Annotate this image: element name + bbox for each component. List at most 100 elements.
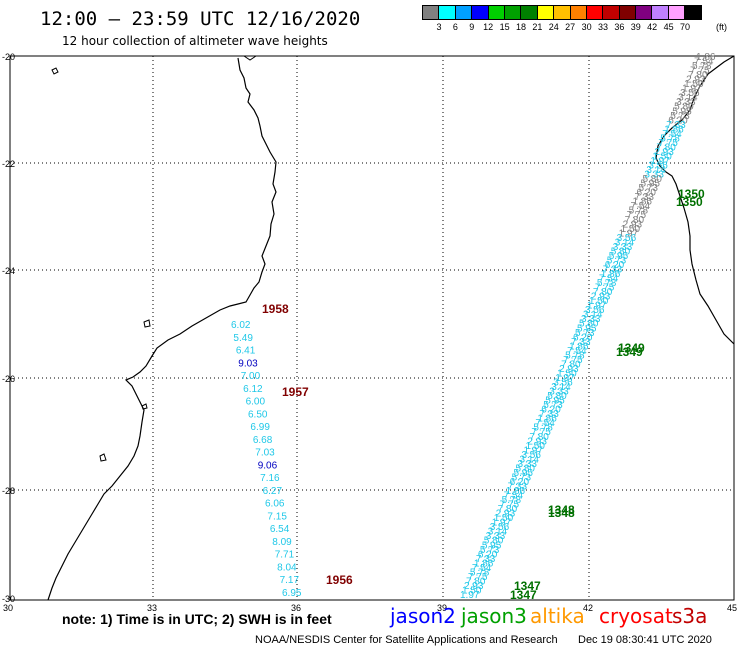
wave-height-label: 5.80 bbox=[516, 463, 536, 474]
lat-label: -20 bbox=[2, 52, 15, 62]
wave-height-label: 3.33 bbox=[676, 97, 696, 108]
wave-height-label: 1.97 bbox=[619, 228, 639, 239]
lake-outline bbox=[51, 67, 59, 75]
wave-height-label: 6.50 bbox=[248, 409, 268, 420]
wave-height-label: 7.54 bbox=[694, 57, 714, 68]
wave-height-label: 5.73 bbox=[575, 328, 595, 339]
legend-tick: 27 bbox=[565, 22, 576, 32]
wave-height-label: 3.14 bbox=[615, 237, 635, 248]
wave-height-label: 5.95 bbox=[482, 540, 502, 551]
wave-height-label: 1.50 bbox=[525, 441, 545, 452]
wave-height-label: 2.93 bbox=[591, 292, 611, 303]
wave-height-label: 6.02 bbox=[231, 320, 251, 331]
lon-label: 42 bbox=[583, 603, 593, 613]
wave-height-label: 7.80 bbox=[561, 359, 581, 370]
wave-height-label: 6.20 bbox=[637, 188, 657, 199]
wave-height-label: 3.56 bbox=[617, 233, 637, 244]
lon-label: 30 bbox=[3, 603, 13, 613]
track-time-label: 1348 bbox=[548, 503, 575, 517]
wave-height-label: 7.75 bbox=[468, 572, 488, 583]
track-time-label: 1957 bbox=[282, 385, 309, 399]
lon-label: 45 bbox=[727, 603, 737, 613]
legend-tick: 21 bbox=[532, 22, 543, 32]
wave-height-label: 3.14 bbox=[488, 527, 508, 538]
wave-height-label: 7.80 bbox=[656, 142, 676, 153]
wave-height-label: 1.97 bbox=[555, 373, 575, 384]
track-time-label: 1956 bbox=[326, 573, 353, 587]
wave-height-label: 5.95 bbox=[577, 323, 597, 334]
wave-height-label: 1.97 bbox=[650, 156, 670, 167]
wave-height-label: 7.80 bbox=[529, 432, 549, 443]
wave-height-label: 5.73 bbox=[512, 472, 532, 483]
wave-height-label: 5.73 bbox=[670, 111, 690, 122]
track-time-label: 1349 bbox=[616, 345, 643, 359]
wave-height-label: 5.73 bbox=[607, 255, 627, 266]
wave-height-label: 9.06 bbox=[258, 460, 278, 471]
legend-swatch bbox=[684, 5, 702, 20]
wave-height-label: 6.68 bbox=[253, 435, 273, 446]
legend-tick-labels: 3 6 9 12 15 18 21 24 27 30 33 36 39 42 45 70 bbox=[422, 22, 722, 36]
wave-height-label: 5.78 bbox=[470, 567, 490, 578]
wave-height-label: 1.86 bbox=[569, 341, 589, 352]
wave-height-label: 7.16 bbox=[260, 473, 280, 484]
wave-height-label: 7.54 bbox=[662, 129, 682, 140]
legend-cryosat: cryosat bbox=[599, 604, 673, 628]
wave-height-label: 5.95 bbox=[640, 179, 660, 190]
wave-height-label: 7.03 bbox=[255, 448, 275, 459]
legend-s3a: s3a bbox=[672, 604, 708, 628]
wave-height-label: 5.73 bbox=[480, 545, 500, 556]
wave-height-label: 3.14 bbox=[519, 454, 539, 465]
wave-height-label: 5.78 bbox=[533, 423, 553, 434]
track-time-label: 1350 bbox=[678, 187, 705, 201]
wave-height-label: 5.80 bbox=[642, 174, 662, 185]
lat-label: -28 bbox=[2, 486, 15, 496]
wave-height-label: 6.27 bbox=[263, 486, 283, 497]
wave-height-label: 1.50 bbox=[557, 368, 577, 379]
legend-tick: 70 bbox=[679, 22, 690, 32]
wave-height-label: 2.93 bbox=[496, 509, 516, 520]
wave-height-label: 3.14 bbox=[551, 382, 571, 393]
wave-height-label: 1.86 bbox=[633, 197, 653, 208]
wave-height-label: 6.20 bbox=[510, 477, 530, 488]
wave-height-label: 1.97 bbox=[523, 445, 543, 456]
wave-height-label: 5.80 bbox=[611, 246, 631, 257]
grid-lines bbox=[10, 56, 734, 600]
wave-height-label: 7.75 bbox=[595, 283, 615, 294]
wave-height-label: 7.75 bbox=[658, 138, 678, 149]
legend-jason2: jason2 bbox=[390, 604, 456, 628]
wave-height-label: 2.93 bbox=[686, 75, 706, 86]
legend-tick: 3 bbox=[436, 22, 442, 32]
wave-height-label: 1.86 bbox=[537, 414, 557, 425]
wave-height-label: 5.78 bbox=[692, 61, 712, 72]
wave-height-label: 5.78 bbox=[660, 133, 680, 144]
lake-outline bbox=[141, 403, 148, 410]
wave-height-label: 5.95 bbox=[514, 468, 534, 479]
wave-height-label: 6.99 bbox=[250, 422, 270, 433]
wave-height-label: 3.33 bbox=[549, 387, 569, 398]
wave-height-label: 7.75 bbox=[531, 427, 551, 438]
wave-height-label: 6.20 bbox=[541, 405, 561, 416]
wave-height-label: 3.14 bbox=[678, 93, 698, 104]
wave-height-label: 6.95 bbox=[282, 588, 302, 599]
wave-height-label: 6.20 bbox=[478, 549, 498, 560]
legend-unit-label: (ft) bbox=[716, 22, 727, 32]
wave-height-label: 5.80 bbox=[674, 102, 694, 113]
wave-height-label: 7.75 bbox=[690, 66, 710, 77]
wave-height-label: 3.56 bbox=[680, 88, 700, 99]
wave-height-label: 7.80 bbox=[688, 70, 708, 81]
wave-height-label: 8.09 bbox=[272, 537, 292, 548]
wave-height-label: 7.33 bbox=[508, 481, 528, 492]
wave-height-label: 5.80 bbox=[484, 536, 504, 547]
wave-height-label: 7.54 bbox=[631, 201, 651, 212]
legend-tick: 6 bbox=[452, 22, 458, 32]
wave-height-label: 5.95 bbox=[545, 396, 565, 407]
wave-height-label: 7.80 bbox=[498, 504, 518, 515]
wave-height-label: 2.93 bbox=[527, 436, 547, 447]
wave-height-label: 1.97 bbox=[682, 84, 702, 95]
legend-tick: 15 bbox=[499, 22, 510, 32]
lat-label: -22 bbox=[2, 159, 15, 169]
wave-height-label: 7.00 bbox=[241, 371, 261, 382]
lon-label: 36 bbox=[291, 603, 301, 613]
wave-height-label: 5.49 bbox=[233, 333, 253, 344]
